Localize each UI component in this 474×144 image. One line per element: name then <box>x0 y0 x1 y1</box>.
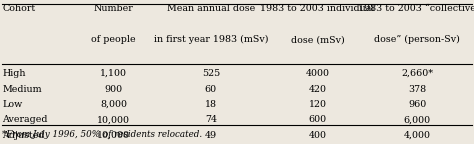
Text: dose” (person-Sv): dose” (person-Sv) <box>374 35 460 44</box>
Text: 8,000: 8,000 <box>100 100 127 109</box>
Text: dose (mSv): dose (mSv) <box>291 35 345 44</box>
Text: 4,000: 4,000 <box>404 131 430 140</box>
Text: Cohort: Cohort <box>2 4 36 13</box>
Text: 378: 378 <box>408 85 426 94</box>
Text: 120: 120 <box>309 100 327 109</box>
Text: Low: Low <box>2 100 23 109</box>
Text: 6,000: 6,000 <box>403 115 431 124</box>
Text: 400: 400 <box>309 131 327 140</box>
Text: of people: of people <box>91 35 136 44</box>
Text: in first year 1983 (mSv): in first year 1983 (mSv) <box>154 35 268 44</box>
Text: Number: Number <box>94 4 134 13</box>
Text: 600: 600 <box>309 115 327 124</box>
Text: Mean annual dose: Mean annual dose <box>167 4 255 13</box>
Text: 1983 to 2003 “collective: 1983 to 2003 “collective <box>358 4 474 13</box>
Text: 420: 420 <box>309 85 327 94</box>
Text: Adjusted: Adjusted <box>2 131 45 140</box>
Text: 18: 18 <box>205 100 217 109</box>
Text: 74: 74 <box>205 115 217 124</box>
Text: 10,000: 10,000 <box>97 115 130 124</box>
Text: 1,100: 1,100 <box>100 69 127 78</box>
Text: 1983 to 2003 individual: 1983 to 2003 individual <box>260 4 375 13</box>
Text: 49: 49 <box>205 131 217 140</box>
Text: 60: 60 <box>205 85 217 94</box>
Text: 2,660*: 2,660* <box>401 69 433 78</box>
Text: High: High <box>2 69 26 78</box>
Text: 960: 960 <box>408 100 426 109</box>
Text: *From July 1996, 50% of residents relocated.: *From July 1996, 50% of residents reloca… <box>2 130 202 139</box>
Text: 10,000: 10,000 <box>97 131 130 140</box>
Text: 4000: 4000 <box>306 69 329 78</box>
Text: Medium: Medium <box>2 85 42 94</box>
Text: 900: 900 <box>105 85 123 94</box>
Text: 525: 525 <box>202 69 220 78</box>
Text: Averaged: Averaged <box>2 115 48 124</box>
